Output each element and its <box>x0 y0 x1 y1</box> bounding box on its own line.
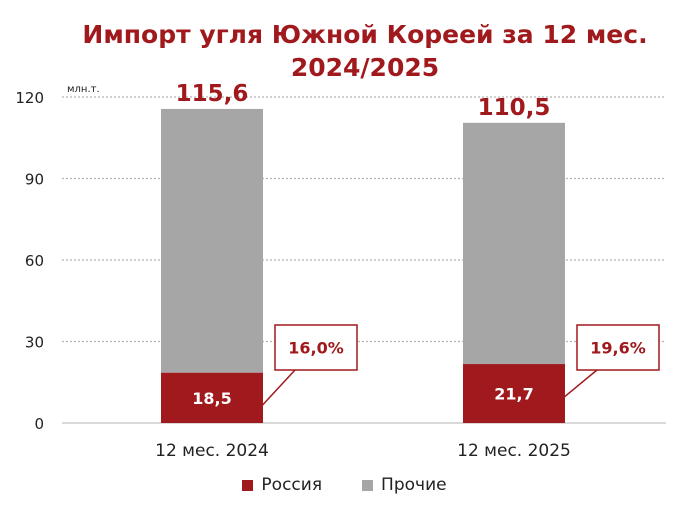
legend-item-other: Прочие <box>362 475 447 495</box>
x-category-label: 12 мес. 2025 <box>457 441 571 461</box>
legend-label-russia: Россия <box>261 475 323 495</box>
x-category-label: 12 мес. 2024 <box>155 441 269 461</box>
legend-swatch-russia <box>242 479 254 491</box>
share-callout-box <box>274 324 358 371</box>
bar-russia <box>161 372 263 423</box>
bar-russia-value-label: 18,5 <box>192 389 231 408</box>
bar-other <box>463 122 565 365</box>
legend-item-russia: Россия <box>242 475 322 495</box>
y-tick-label: 120 <box>15 89 44 107</box>
bar-total-label: 115,6 <box>176 81 249 107</box>
share-callout-label: 19,6% <box>590 339 646 358</box>
legend-label-other: Прочие <box>381 475 447 495</box>
chart-title-line-1: Импорт угля Южной Кореей за 12 мес. <box>82 20 648 49</box>
y-tick-label: 30 <box>25 334 44 352</box>
chart-title-line-2: 2024/2025 <box>290 53 440 82</box>
callout-leader-line <box>260 369 296 408</box>
bar-russia-value-label: 21,7 <box>494 385 533 404</box>
y-tick-label: 60 <box>25 252 44 270</box>
chart-title: Импорт угля Южной Кореей за 12 мес. 2024… <box>0 18 689 84</box>
y-tick-label: 0 <box>34 415 44 433</box>
bar-total-label: 110,5 <box>478 95 551 121</box>
unit-label: млн.т. <box>67 84 100 95</box>
share-callout-label: 16,0% <box>288 339 344 358</box>
bar-other <box>161 108 263 373</box>
share-callout-box <box>576 324 660 371</box>
y-tick-label: 90 <box>25 171 44 189</box>
legend-swatch-other <box>362 479 374 491</box>
callout-leader-line <box>562 369 598 399</box>
bar-russia <box>463 364 565 423</box>
legend: Россия Прочие <box>0 475 689 495</box>
